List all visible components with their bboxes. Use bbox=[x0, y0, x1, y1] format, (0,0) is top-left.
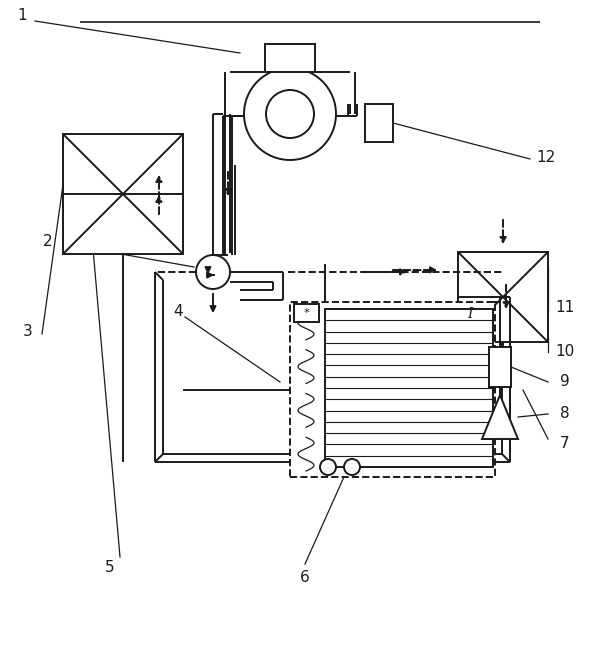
Text: 12: 12 bbox=[537, 149, 556, 165]
Text: 8: 8 bbox=[560, 407, 570, 421]
Text: 3: 3 bbox=[23, 325, 33, 339]
Text: 6: 6 bbox=[300, 569, 310, 585]
Text: I: I bbox=[467, 307, 473, 321]
Bar bbox=[265, 44, 315, 72]
Circle shape bbox=[344, 459, 360, 475]
Bar bbox=[489, 347, 511, 387]
Circle shape bbox=[266, 90, 314, 138]
Bar bbox=[290, 302, 495, 477]
Bar bbox=[365, 104, 393, 142]
Text: 11: 11 bbox=[556, 300, 575, 314]
Text: 10: 10 bbox=[556, 345, 575, 360]
Text: 5: 5 bbox=[105, 560, 115, 575]
Text: 1: 1 bbox=[17, 9, 27, 24]
Circle shape bbox=[244, 68, 336, 160]
Bar bbox=[325, 309, 493, 467]
Circle shape bbox=[320, 459, 336, 475]
Text: 7: 7 bbox=[560, 437, 570, 452]
Text: 2: 2 bbox=[43, 235, 53, 249]
Text: *: * bbox=[303, 308, 309, 318]
Text: 9: 9 bbox=[560, 374, 570, 390]
Circle shape bbox=[196, 255, 230, 289]
Bar bbox=[63, 134, 183, 254]
Bar bbox=[294, 304, 319, 322]
Polygon shape bbox=[482, 395, 518, 439]
Text: 4: 4 bbox=[173, 304, 183, 319]
Bar bbox=[458, 252, 548, 342]
